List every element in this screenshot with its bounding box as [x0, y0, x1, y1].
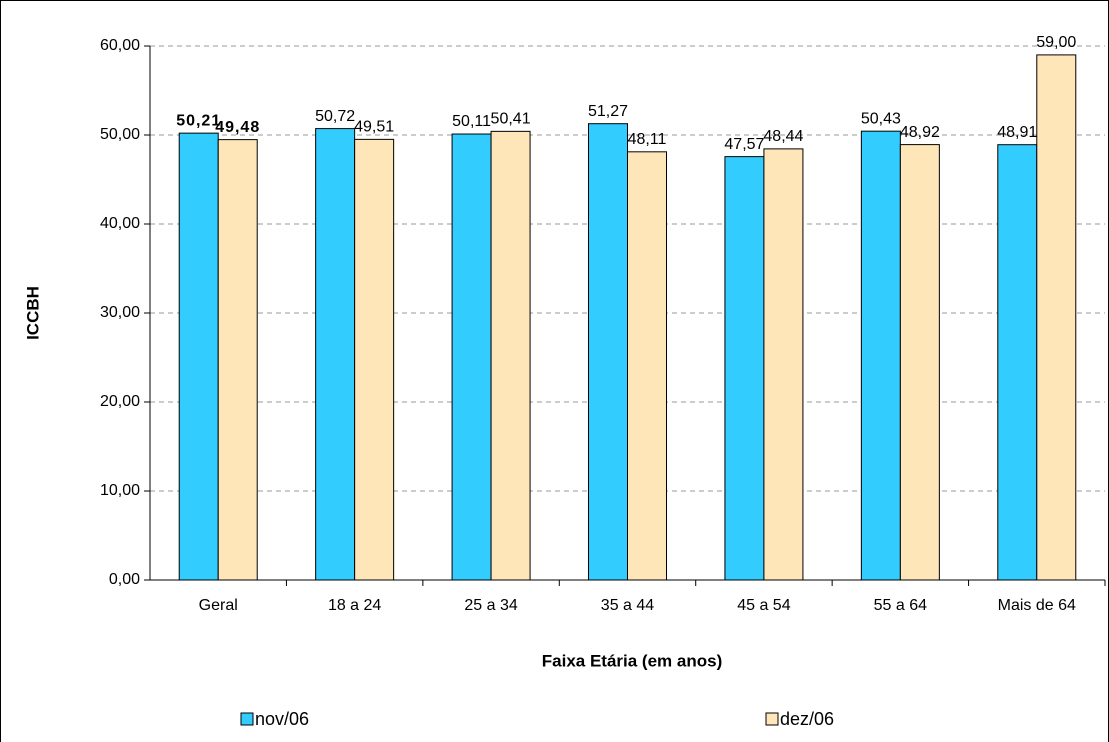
x-tick-label: Geral: [199, 597, 238, 614]
x-axis-label: Faixa Etária (em anos): [542, 651, 722, 670]
value-label: 50,41: [491, 111, 531, 128]
value-label: 48,44: [763, 128, 803, 145]
x-tick-label: Mais de 64: [998, 597, 1076, 614]
value-label: 48,11: [628, 131, 667, 148]
value-label: 51,27: [588, 103, 628, 120]
value-label: 48,91: [997, 124, 1037, 141]
x-tick-label: 25 a 34: [464, 597, 517, 614]
x-tick-label: 45 a 54: [737, 597, 790, 614]
bar: [997, 144, 1038, 581]
y-tick-label: 60,00: [100, 37, 140, 54]
bar: [763, 148, 804, 581]
bar: [1036, 54, 1077, 581]
value-label: 50,21: [176, 112, 221, 129]
value-label: 47,57: [724, 136, 764, 153]
bar: [451, 133, 492, 581]
value-label: 49,48: [215, 119, 260, 136]
bar: [178, 132, 219, 581]
y-tick-label: 0,00: [109, 571, 140, 588]
y-tick-label: 20,00: [100, 393, 140, 410]
y-tick-label: 40,00: [100, 215, 140, 232]
bar: [627, 151, 667, 581]
bar: [899, 144, 940, 581]
value-label: 49,51: [354, 119, 394, 136]
legend-swatch: [765, 712, 779, 726]
bar: [860, 130, 901, 581]
y-axis-label: ICCBH: [23, 286, 42, 340]
legend-label: nov/06: [255, 709, 309, 729]
x-tick-label: 55 a 64: [874, 597, 927, 614]
value-label: 50,11: [452, 113, 491, 130]
bar: [490, 130, 531, 581]
legend-swatch: [240, 712, 254, 726]
y-tick-label: 10,00: [100, 482, 140, 499]
value-label: 48,92: [900, 124, 940, 141]
y-tick-label: 30,00: [100, 304, 140, 321]
bar: [315, 128, 356, 581]
x-tick-label: 35 a 44: [601, 597, 654, 614]
bar: [588, 123, 628, 581]
x-tick-label: 18 a 24: [328, 597, 381, 614]
bar: [217, 139, 258, 581]
value-label: 50,43: [861, 110, 901, 127]
y-tick-label: 50,00: [100, 126, 140, 143]
value-label: 50,72: [315, 108, 355, 125]
bar: [354, 138, 395, 581]
bar: [724, 156, 765, 581]
value-label: 59,00: [1036, 34, 1076, 51]
legend-label: dez/06: [780, 709, 834, 729]
